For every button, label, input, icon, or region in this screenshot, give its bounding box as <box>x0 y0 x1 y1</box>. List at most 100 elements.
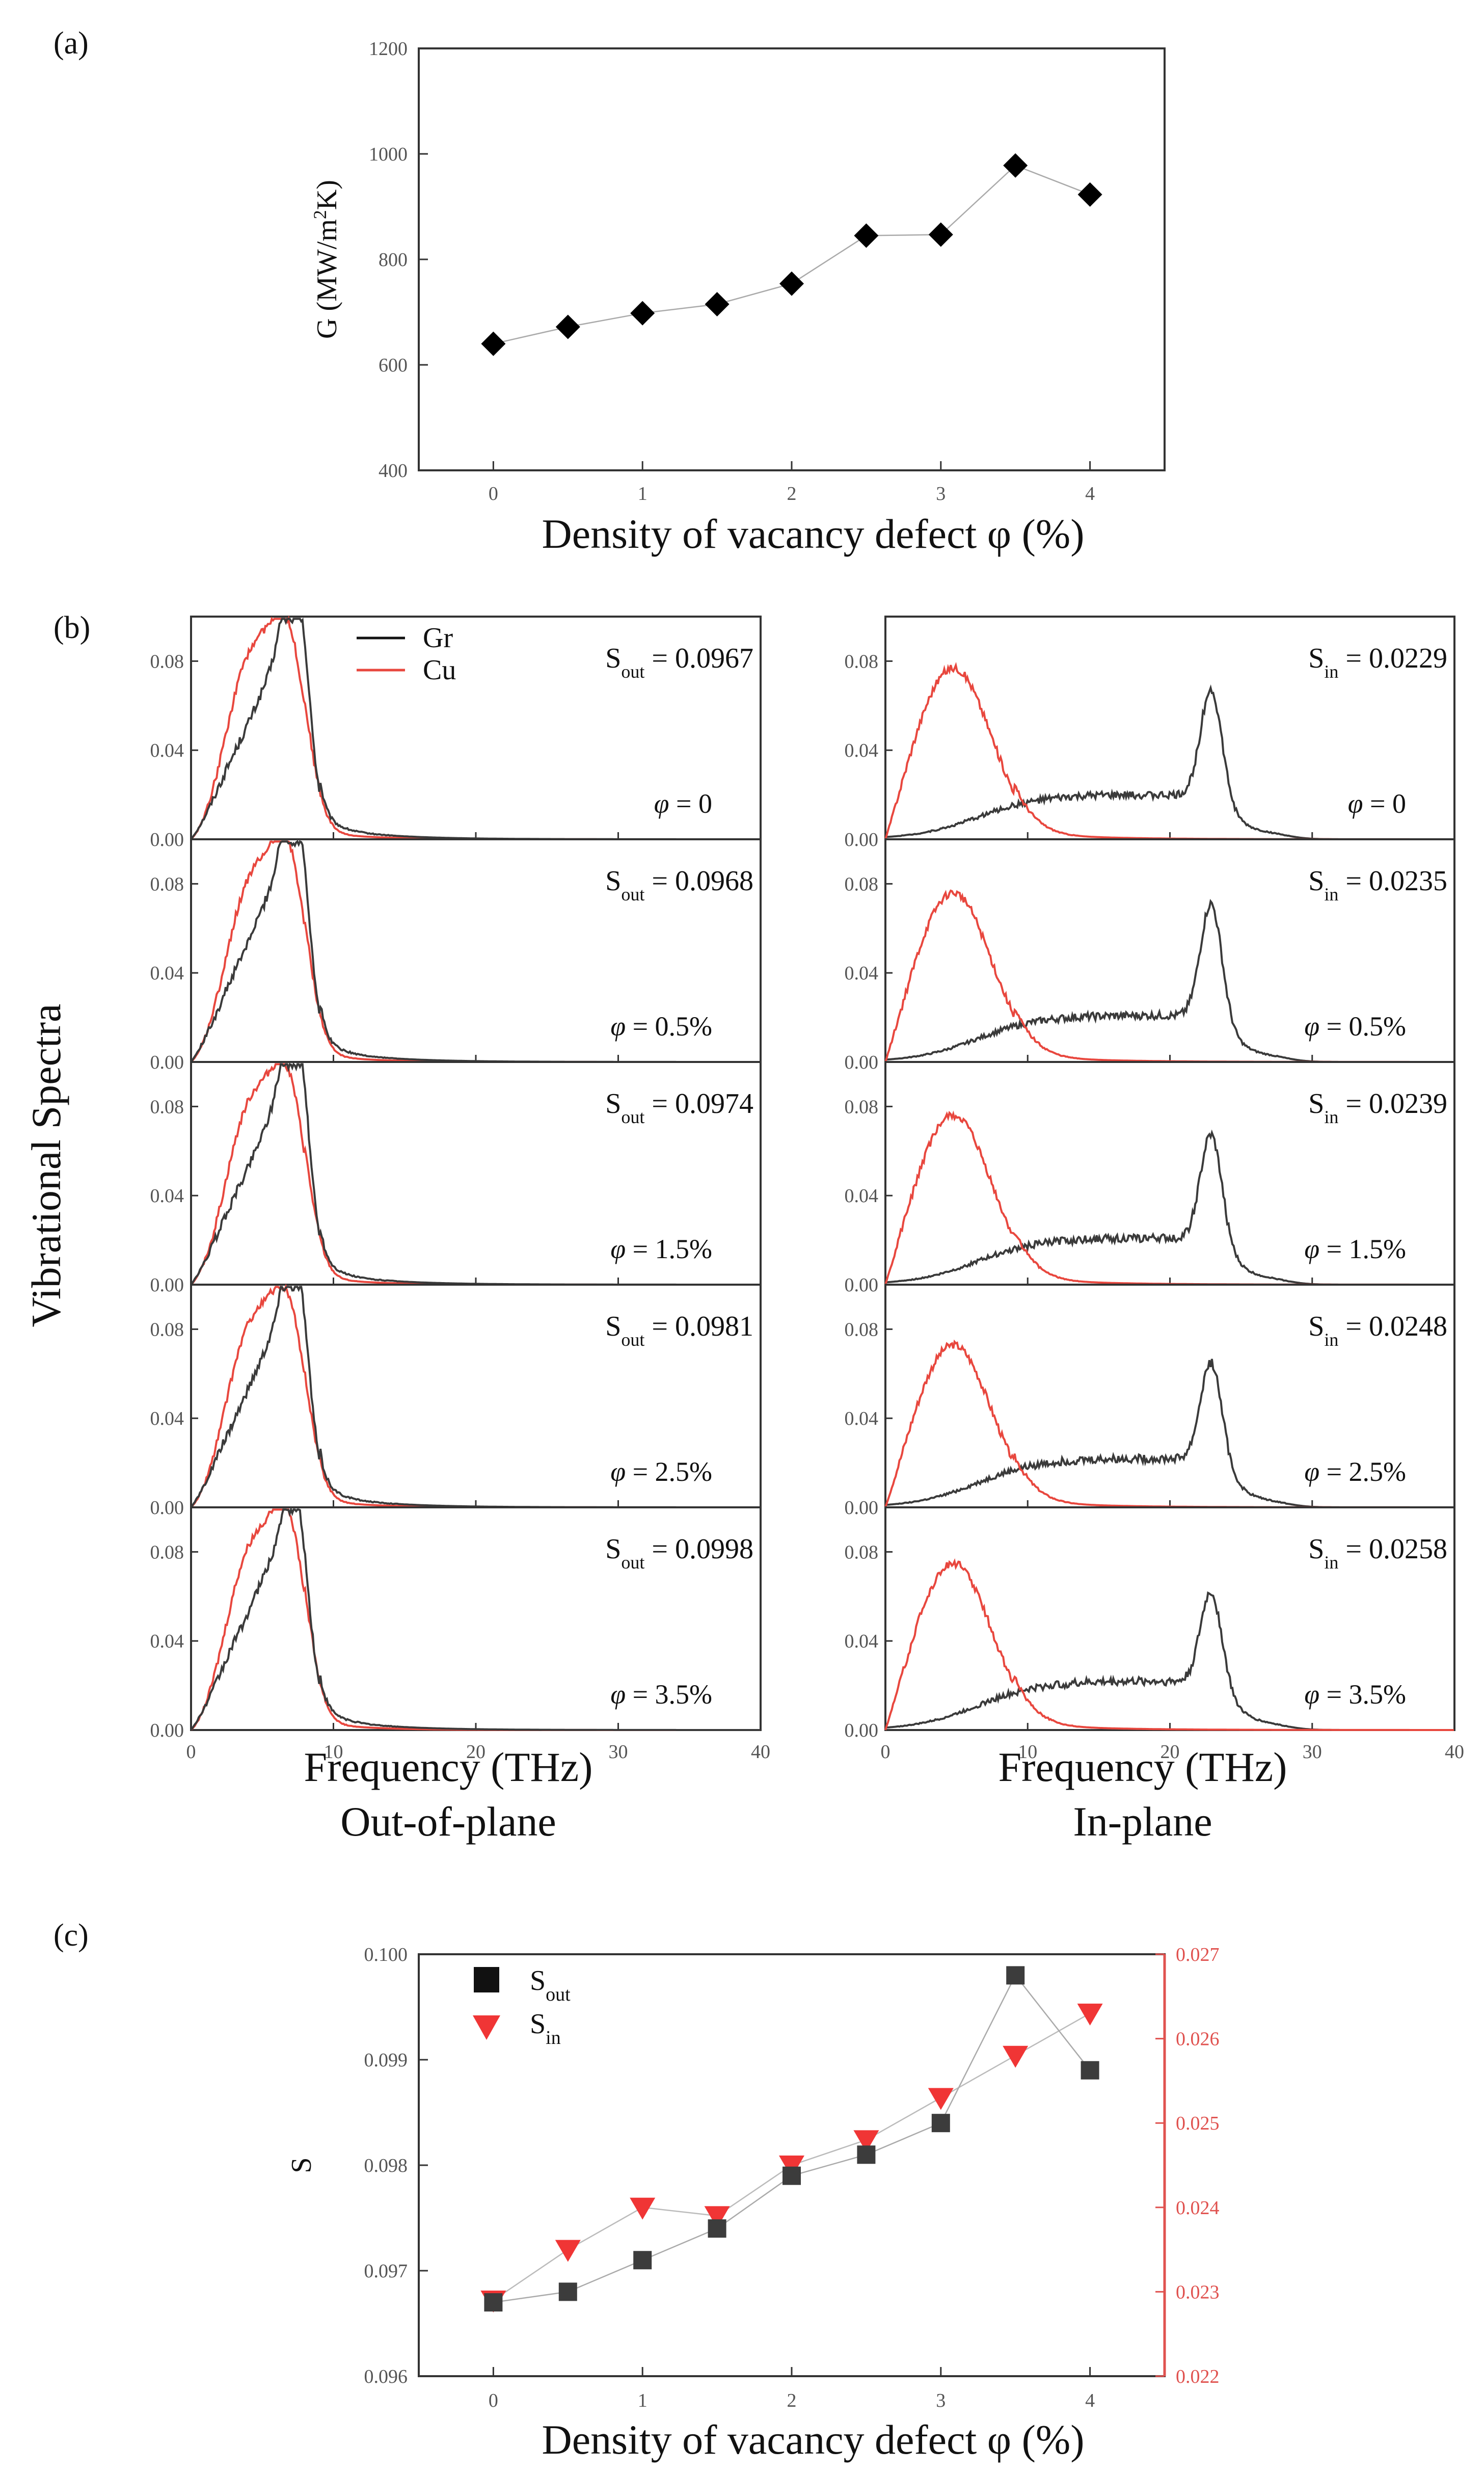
panel-b-out-s-value: Sout = 0.0998 <box>605 1533 753 1573</box>
panel-a-xtick-label: 1 <box>638 483 647 504</box>
panel-b-in-xtick-label: 0 <box>881 1741 891 1763</box>
legend-sout-marker <box>474 1967 499 1992</box>
panel-a-diamond-marker <box>481 331 506 356</box>
panel-b-chart: Vibrational Spectra 0.00 0.04 0.08 Sout = 0… <box>23 615 1464 1845</box>
panel-b-in-phi-label: φ = 0 <box>1348 788 1406 819</box>
panel-b-ylabel: Vibrational Spectra <box>23 1004 69 1327</box>
panel-b-out-ytick-label: 0.08 <box>150 1319 184 1340</box>
panel-b-in-s-value: Sin = 0.0248 <box>1308 1311 1447 1350</box>
panel-b-phi-value: = 0.5% <box>626 1011 712 1042</box>
panel-b-in-ytick-label: 0.00 <box>845 829 879 850</box>
panel-a-ytick-label: 600 <box>379 355 408 376</box>
panel-b-s-number: = 0.0974 <box>644 1088 753 1120</box>
panel-b-out-s-value: Sout = 0.0968 <box>605 865 753 905</box>
panel-b-s-letter: S <box>1308 865 1324 897</box>
panel-b-in-ytick-label: 0.00 <box>845 1497 879 1519</box>
panel-c-chart: 0 1 2 3 4 0.096 0.097 0.098 0.099 0.100 0.022 0.023… <box>286 1944 1220 2463</box>
panel-a-diamond-marker <box>1077 182 1102 207</box>
legend-sout-label: Sout <box>530 1965 571 2005</box>
panel-b-s-number: = 0.0967 <box>644 643 753 674</box>
panel-b-left-xlabel: Frequency (THz) <box>304 1744 593 1790</box>
panel-b-out-gr-curve <box>190 1506 760 1731</box>
panel-b-out-of-plane: 0.00 0.04 0.08 Sout = 0.0967 φ = 0 0.00 0.04 0.… <box>150 615 770 1763</box>
panel-b-phi-value: = 1.5% <box>626 1234 712 1264</box>
panel-c-sin-marker <box>779 2156 804 2177</box>
panel-b-legend: Gr Cu <box>357 622 456 686</box>
panel-c-ytick-right-label: 0.025 <box>1176 2113 1220 2134</box>
panel-b-s-number: = 0.0229 <box>1338 643 1447 674</box>
panel-b-s-letter: S <box>605 643 621 674</box>
panel-label-a: (a) <box>53 26 89 61</box>
panel-c-xlabel: Density of vacancy defect φ (%) <box>542 2416 1085 2463</box>
panel-b-out-s-value: Sout = 0.0967 <box>605 643 753 682</box>
panel-b-s-subscript: out <box>621 1107 644 1127</box>
panel-b-in-ytick-label: 0.00 <box>845 1274 879 1296</box>
panel-a-xtick-label: 4 <box>1085 483 1095 504</box>
panel-b-phi-value: = 0 <box>1363 788 1406 819</box>
panel-c-sin-marker <box>928 2088 954 2110</box>
panel-b-out-phi-label: φ = 0 <box>654 788 712 819</box>
panel-a-diamond-marker <box>630 301 655 326</box>
panel-c-sout-marker <box>558 2282 577 2301</box>
panel-b-in-ytick-label: 0.08 <box>845 873 879 895</box>
panel-c-sout-marker <box>633 2251 652 2270</box>
panel-b-s-number: = 0.0248 <box>1338 1311 1447 1342</box>
panel-b-s-number: = 0.0258 <box>1338 1533 1447 1565</box>
panel-b-in-phi-label: φ = 0.5% <box>1304 1011 1406 1042</box>
panel-a-diamond-marker <box>779 271 804 296</box>
panel-a-ticks: 0 1 2 3 4 400 600 800 1000 1200 <box>369 38 1095 504</box>
panel-b-out-phi-label: φ = 3.5% <box>610 1679 712 1710</box>
panel-b-in-phi-label: φ = 3.5% <box>1304 1679 1406 1710</box>
panel-b-out-ytick-label: 0.08 <box>150 1541 184 1563</box>
panel-b-in-ytick-label: 0.08 <box>845 1541 879 1563</box>
panel-c-ytick-left-label: 0.098 <box>364 2155 408 2176</box>
panel-c-sout-marker <box>931 2114 950 2133</box>
panel-c-ytick-left-label: 0.100 <box>364 1944 408 1965</box>
panel-b-phi-symbol: φ <box>610 1679 626 1710</box>
panel-c-sout-marker <box>1081 2061 1099 2080</box>
panel-b-out-ytick-label: 0.04 <box>150 1185 184 1207</box>
panel-b-s-letter: S <box>605 1088 621 1120</box>
panel-b-right-subtitle: In-plane <box>1073 1798 1212 1845</box>
panel-b-s-letter: S <box>605 865 621 897</box>
panel-c-ytick-left-label: 0.099 <box>364 2050 408 2071</box>
legend-sin-label: Sin <box>530 2008 561 2049</box>
panel-b-s-subscript: out <box>621 884 644 905</box>
panel-b-out-s-value: Sout = 0.0974 <box>605 1088 753 1127</box>
panel-b-s-number: = 0.0239 <box>1338 1088 1447 1120</box>
panel-b-in-s-value: Sin = 0.0229 <box>1308 643 1447 682</box>
legend-cu-label: Cu <box>423 654 456 686</box>
panel-b-in-s-value: Sin = 0.0258 <box>1308 1533 1447 1573</box>
panel-b-in-s-value: Sin = 0.0235 <box>1308 865 1447 905</box>
panel-a-xtick-label: 2 <box>787 483 797 504</box>
panel-c-xtick-label: 2 <box>787 2390 797 2411</box>
panel-b-s-subscript: out <box>621 1552 644 1573</box>
panel-b-s-number: = 0.0998 <box>644 1533 753 1565</box>
panel-b-out-ytick-label: 0.00 <box>150 1497 184 1519</box>
panel-a-diamond-marker <box>1003 153 1028 178</box>
panel-label-b: (b) <box>53 610 90 645</box>
panel-b-s-subscript: in <box>1324 1329 1338 1350</box>
panel-a-xtick-label: 0 <box>489 483 498 504</box>
panel-c-sout-marker <box>783 2166 801 2185</box>
panel-a-ylabel: G (MW/m2K) <box>310 180 343 339</box>
panel-c-sin-marker <box>853 2130 879 2152</box>
panel-b-in-ytick-label: 0.04 <box>845 740 879 761</box>
panel-c-xtick-label: 4 <box>1085 2390 1095 2411</box>
panel-b-s-number: = 0.0968 <box>644 865 753 897</box>
panel-b-out-xtick-label: 10 <box>324 1741 343 1763</box>
panel-b-s-letter: S <box>1308 1088 1324 1120</box>
panel-b-in-ytick-label: 0.04 <box>845 1631 879 1652</box>
panel-b-in-ytick-label: 0.08 <box>845 1096 879 1118</box>
panel-b-phi-symbol: φ <box>1304 1679 1319 1710</box>
panel-b-out-phi-label: φ = 2.5% <box>610 1456 712 1487</box>
panel-b-s-letter: S <box>1308 1533 1324 1565</box>
panel-b-right-xlabel: Frequency (THz) <box>999 1744 1287 1790</box>
panel-b-s-subscript: out <box>621 661 644 682</box>
panel-c-sout-marker <box>857 2145 876 2164</box>
panel-c-xtick-label: 0 <box>489 2390 498 2411</box>
panel-a-ytick-label: 800 <box>379 249 408 271</box>
panel-b-in-plane: 0.00 0.04 0.08 Sin = 0.0229 φ = 0 0.00 0.04 0.0… <box>845 616 1464 1763</box>
panel-b-out-ytick-label: 0.00 <box>150 829 184 850</box>
